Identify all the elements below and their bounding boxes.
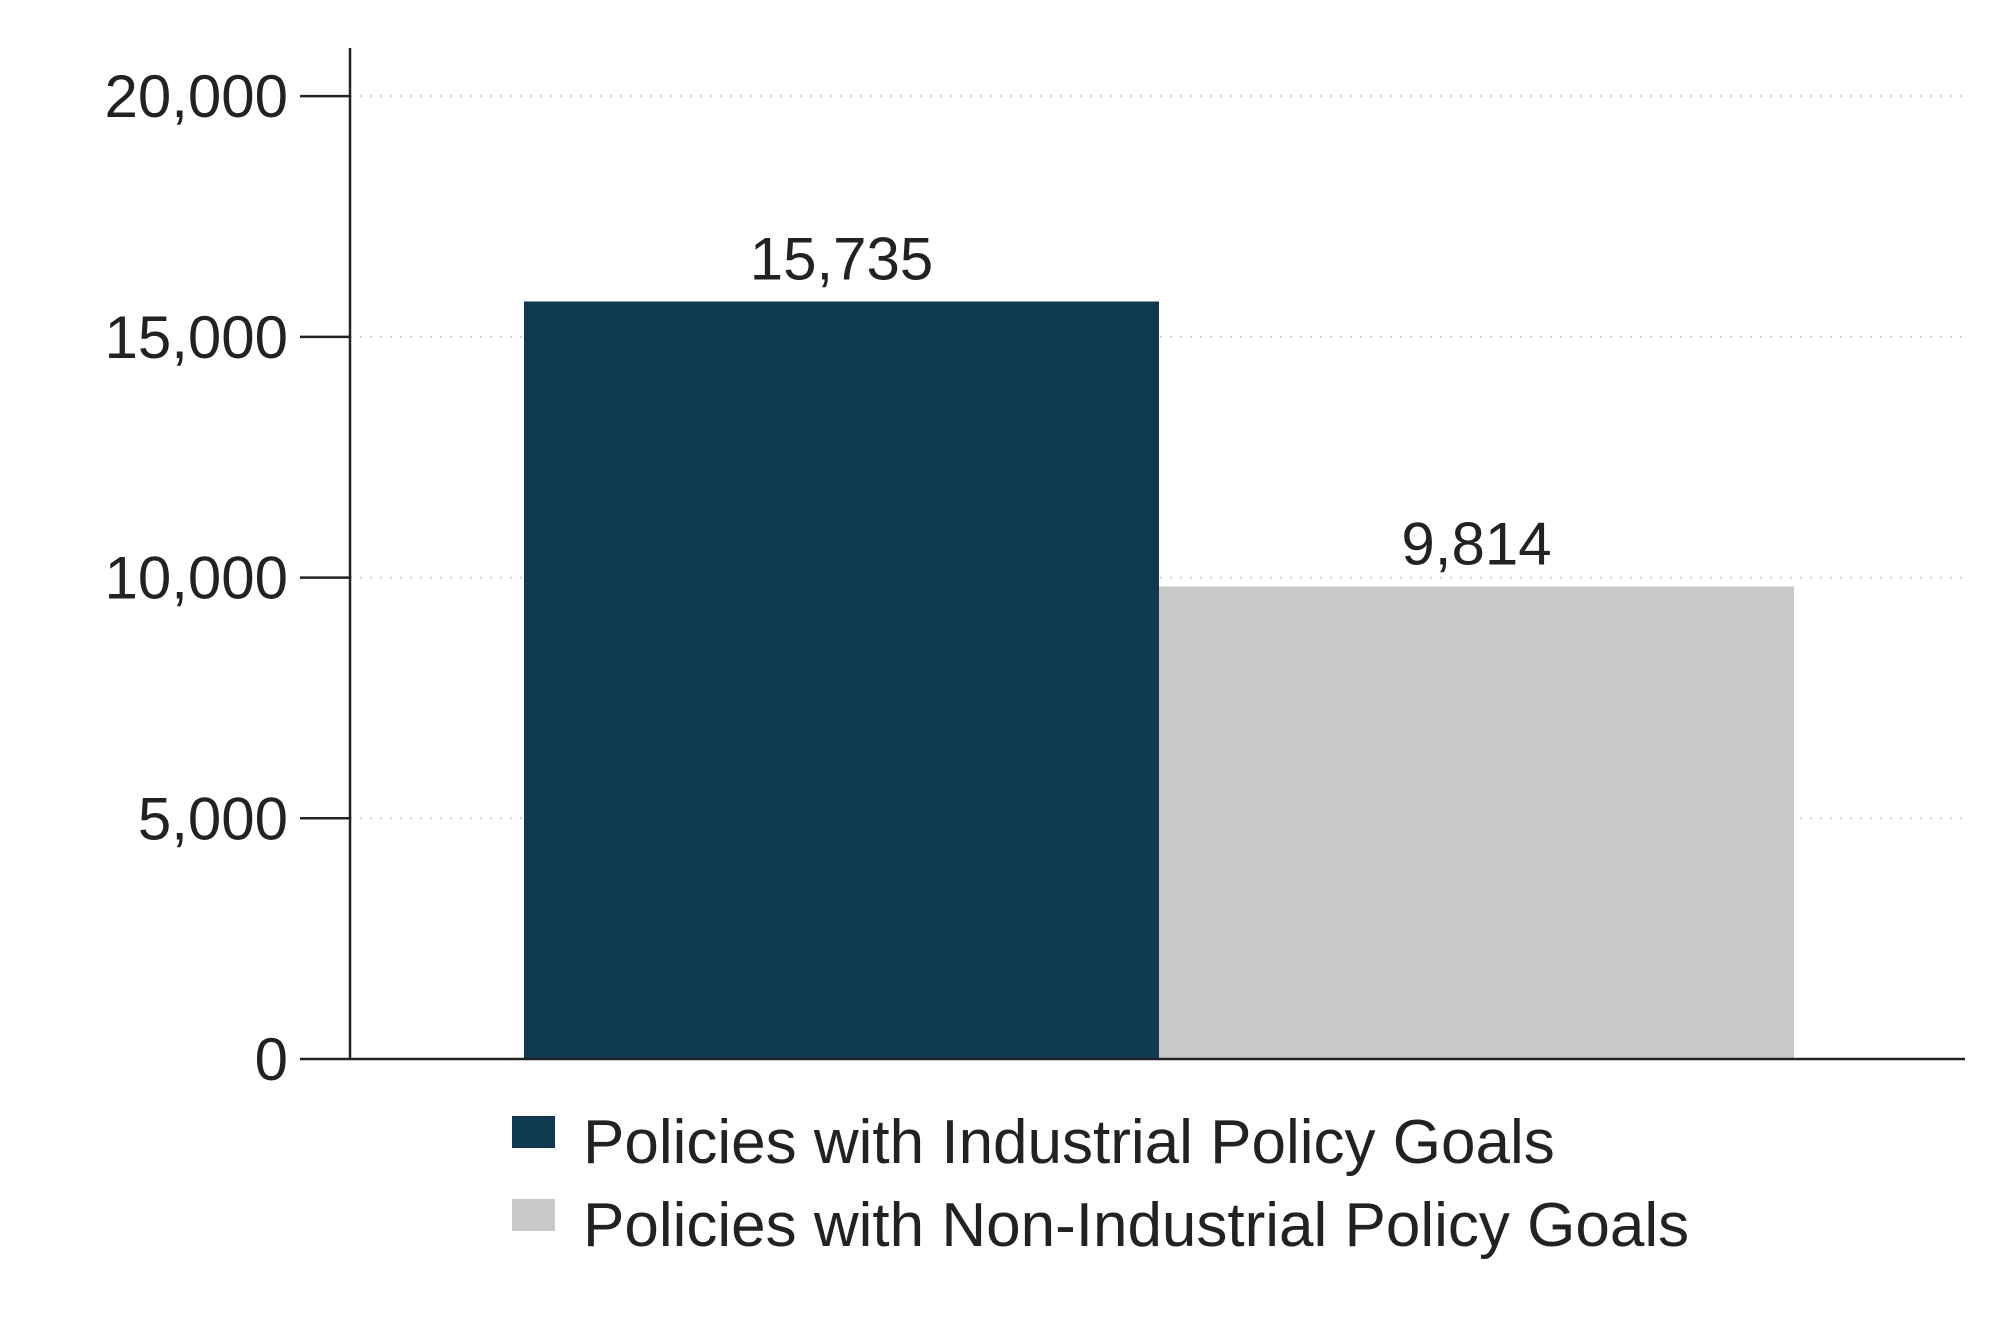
data-labels: 15,735 9,814 bbox=[750, 225, 1552, 577]
axes bbox=[348, 48, 1965, 1061]
legend-swatch bbox=[512, 1199, 555, 1231]
y-tick-label: 5,000 bbox=[138, 785, 288, 852]
legend: Policies with Industrial Policy Goals Pol… bbox=[512, 1108, 1689, 1260]
y-tick-label: 10,000 bbox=[104, 545, 288, 612]
bar bbox=[524, 301, 1159, 1059]
bars bbox=[524, 301, 1794, 1059]
legend-label: Policies with Industrial Policy Goals bbox=[583, 1108, 1555, 1177]
y-tick-label: 15,000 bbox=[104, 304, 288, 371]
bar bbox=[1159, 586, 1794, 1059]
legend-label: Policies with Non-Industrial Policy Goal… bbox=[583, 1191, 1689, 1260]
y-axis-ticks: 0 5,000 10,000 15,000 20,000 bbox=[104, 63, 350, 1093]
y-tick-label: 20,000 bbox=[104, 63, 288, 130]
legend-swatch bbox=[512, 1116, 555, 1148]
y-tick-label: 0 bbox=[255, 1026, 288, 1093]
data-label: 15,735 bbox=[750, 225, 934, 292]
data-label: 9,814 bbox=[1401, 511, 1551, 578]
